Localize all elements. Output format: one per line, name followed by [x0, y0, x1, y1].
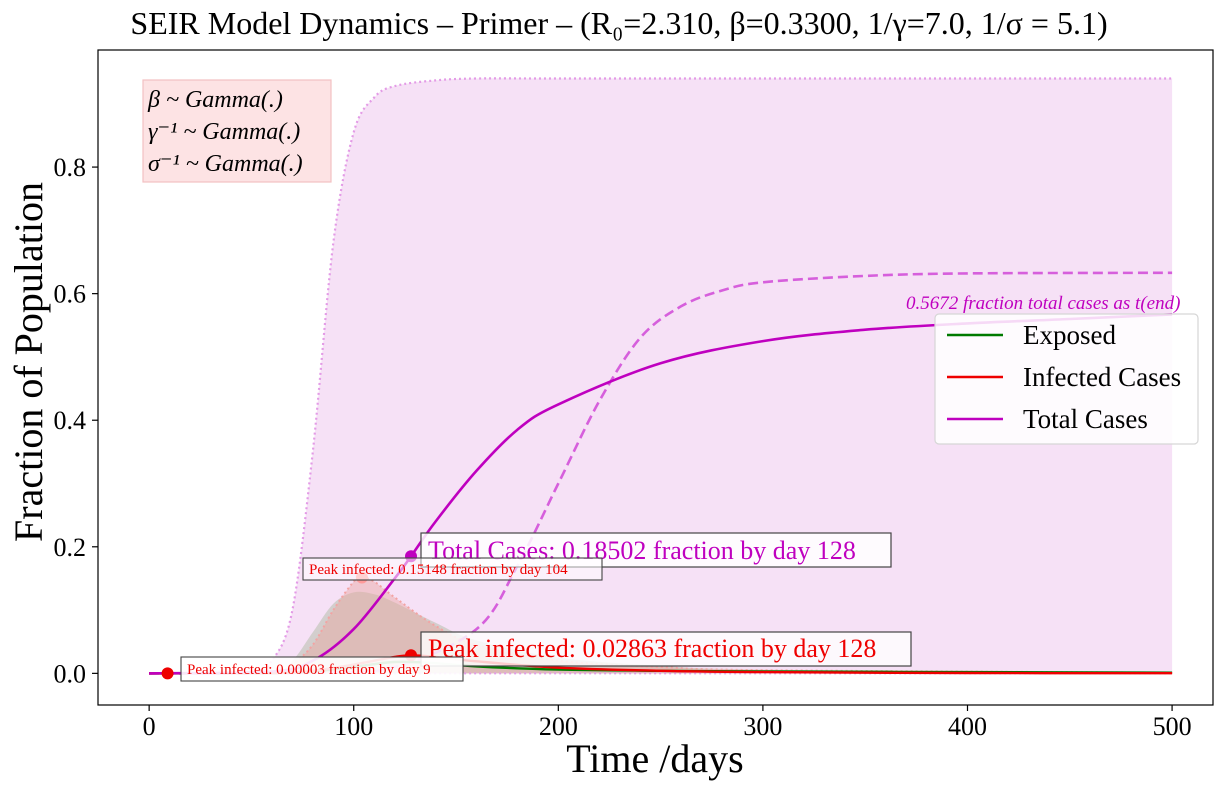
y-tick-label: 0.8: [54, 153, 87, 182]
legend-frame: [934, 313, 1199, 445]
exposed-band: [149, 591, 1173, 674]
parameter-box: β ~ Gamma(.) γ⁻¹ ~ Gamma(.) σ⁻¹ ~ Gamma(…: [142, 79, 332, 183]
param-beta: β ~ Gamma(.): [147, 87, 283, 113]
y-tick-label: 0.4: [54, 406, 87, 435]
annotation-peak-lower: Peak infected: 0.00003 fraction by day 9: [180, 656, 464, 682]
y-tick-label: 0.6: [54, 280, 87, 309]
y-axis-ticks: 0.0 0.2 0.4 0.6 0.8: [54, 153, 98, 688]
total-cases-band-edge: [149, 77, 1173, 675]
y-tick-label: 0.2: [54, 533, 87, 562]
peak-lower-label: Peak infected: 0.00003 fraction by day 9: [187, 662, 431, 678]
x-tick-label: 100: [334, 712, 373, 741]
peak-marker-0: [161, 667, 174, 680]
total-cases-band: [149, 78, 1173, 674]
legend: Exposed Infected Cases Total Cases: [934, 313, 1199, 445]
annotation-total-cases: Total Cases: 0.18502 fraction by day 128: [420, 532, 892, 568]
x-tick-label: 400: [948, 712, 987, 741]
x-tick-label: 500: [1153, 712, 1192, 741]
x-axis-label: Time /days: [566, 736, 743, 781]
x-tick-label: 200: [539, 712, 578, 741]
param-sigma: σ⁻¹ ~ Gamma(.): [148, 151, 303, 177]
annotation-peak-upper: Peak infected: 0.15148 fraction by day 1…: [302, 557, 603, 581]
peak-main-label: Peak infected: 0.02863 fraction by day 1…: [428, 634, 876, 663]
infected-band: [149, 577, 1173, 674]
legend-label: Infected Cases: [1023, 362, 1181, 392]
y-tick-label: 0.0: [54, 659, 87, 688]
end-total-label: 0.5672 fraction total cases as t(end): [906, 293, 1180, 314]
x-tick-label: 0: [143, 712, 156, 741]
plot-frame: [97, 49, 1214, 706]
legend-label: Exposed: [1023, 320, 1116, 350]
chart-title: SEIR Model Dynamics – Primer – (R₀=2.310…: [130, 5, 1107, 41]
x-tick-label: 300: [743, 712, 782, 741]
legend-label: Total Cases: [1023, 404, 1148, 434]
annotation-end-total: 0.5672 fraction total cases as t(end): [906, 293, 1180, 314]
annotation-peak-main: Peak infected: 0.02863 fraction by day 1…: [420, 631, 912, 667]
param-gamma: γ⁻¹ ~ Gamma(.): [148, 119, 300, 145]
x-axis-ticks: 0 100 200 300 400 500: [143, 705, 1192, 741]
peak-upper-label: Peak infected: 0.15148 fraction by day 1…: [309, 562, 568, 578]
y-axis-label: Fraction of Population: [6, 182, 51, 542]
